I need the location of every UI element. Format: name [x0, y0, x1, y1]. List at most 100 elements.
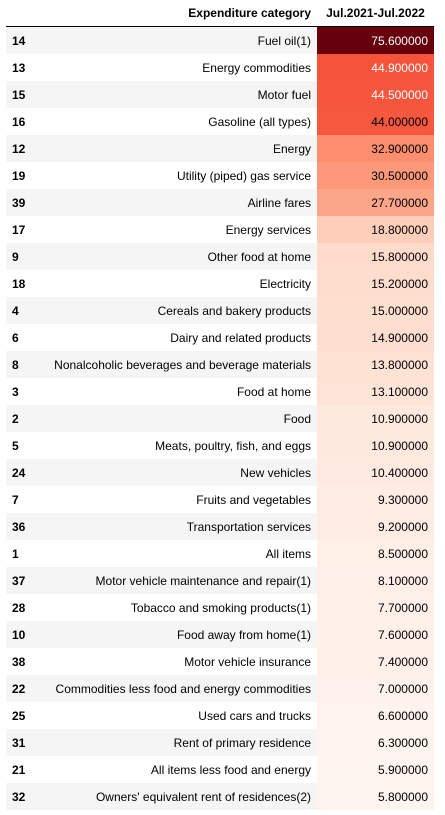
row-index: 9: [6, 243, 38, 270]
row-category: Utility (piped) gas service: [176, 168, 311, 183]
row-category: Commodities less food and energy commodi…: [38, 675, 317, 702]
row-category: Used cars and trucks: [198, 708, 311, 723]
table-header: Expenditure category Jul.2021-Jul.2022: [6, 0, 434, 27]
row-value-cell: 75.600000: [317, 26, 434, 54]
row-value-cell: 15.200000: [317, 270, 434, 297]
row-category: Energy commodities: [202, 60, 311, 75]
row-value-cell: 18.800000: [317, 216, 434, 243]
table-row: 1 All items 8.500000: [6, 540, 434, 567]
row-index: 22: [6, 675, 38, 702]
row-category: Nonalcoholic beverages and beverage mate…: [38, 351, 317, 378]
row-value-cell: 44.900000: [317, 54, 434, 81]
row-category: Owners' equivalent rent of residences(2): [38, 783, 317, 810]
table-row: 7 Fruits and vegetables 9.300000: [6, 486, 434, 513]
row-index: 5: [12, 438, 19, 453]
row-index: 10: [6, 621, 38, 648]
row-value-cell: 44.000000: [317, 108, 434, 135]
row-index: 7: [12, 492, 19, 507]
row-category: Fuel oil(1): [38, 26, 317, 54]
table-row: 25 Used cars and trucks 6.600000: [6, 702, 434, 729]
data-table: Expenditure category Jul.2021-Jul.2022 1…: [6, 0, 434, 810]
row-value-cell: 32.900000: [317, 135, 434, 162]
table-row: 5 Meats, poultry, fish, and eggs 10.900000: [6, 432, 434, 459]
row-category: Energy: [38, 135, 317, 162]
row-value-cell: 30.500000: [317, 162, 434, 189]
row-index: 31: [6, 729, 38, 756]
row-category: Electricity: [259, 276, 311, 291]
row-category: Food at home: [236, 384, 311, 399]
table-row: 32 Owners' equivalent rent of residences(…: [6, 783, 434, 810]
row-category: Rent of primary residence: [38, 729, 317, 756]
header-row: Expenditure category Jul.2021-Jul.2022: [6, 0, 434, 27]
row-value-cell: 15.000000: [317, 297, 434, 324]
row-category: Gasoline (all types): [208, 114, 311, 129]
row-category: Other food at home: [38, 243, 317, 270]
row-category: Transportation services: [38, 513, 317, 540]
row-index: 21: [12, 762, 26, 777]
header-period: Jul.2021-Jul.2022: [317, 0, 434, 27]
row-category: Motor fuel: [38, 81, 317, 108]
row-category: Tobacco and smoking products(1): [130, 600, 311, 615]
row-category: Motor vehicle insurance: [184, 654, 311, 669]
row-index: 8: [6, 351, 38, 378]
row-value-cell: 8.100000: [317, 567, 434, 594]
row-index: 19: [12, 168, 26, 183]
table-row: 6 Dairy and related products 14.900000: [6, 324, 434, 351]
row-value-cell: 7.000000: [317, 675, 434, 702]
row-value-cell: 7.600000: [317, 621, 434, 648]
row-index: 36: [6, 513, 38, 540]
row-category: Energy services: [225, 222, 311, 237]
row-value-cell: 15.800000: [317, 243, 434, 270]
row-index: 13: [12, 60, 26, 75]
row-category: Dairy and related products: [170, 330, 311, 345]
row-index: 3: [12, 384, 19, 399]
row-value-cell: 27.700000: [317, 189, 434, 216]
header-expenditure-category: Expenditure category: [38, 0, 317, 27]
table-row: 9 Other food at home 15.800000: [6, 243, 434, 270]
row-category: Fruits and vegetables: [196, 492, 311, 507]
row-value-cell: 7.400000: [317, 648, 434, 675]
table-row: 14 Fuel oil(1) 75.600000: [6, 26, 434, 54]
table-row: 3 Food at home 13.100000: [6, 378, 434, 405]
table-row: 8 Nonalcoholic beverages and beverage mat…: [6, 351, 434, 378]
header-index: [6, 0, 38, 27]
row-value-cell: 13.100000: [317, 378, 434, 405]
row-index: 12: [6, 135, 38, 162]
row-value-cell: 6.600000: [317, 702, 434, 729]
row-index: 4: [6, 297, 38, 324]
row-category: Motor vehicle maintenance and repair(1): [38, 567, 317, 594]
row-value-cell: 13.800000: [317, 351, 434, 378]
row-index: 1: [12, 546, 19, 561]
row-category: Food away from home(1): [38, 621, 317, 648]
table-row: 2 Food 10.900000: [6, 405, 434, 432]
row-index: 37: [6, 567, 38, 594]
row-category: All items less food and energy: [150, 762, 311, 777]
row-category: Airline fares: [38, 189, 317, 216]
row-category: New vehicles: [38, 459, 317, 486]
row-category: Food: [38, 405, 317, 432]
row-value-cell: 9.200000: [317, 513, 434, 540]
table-row: 24 New vehicles 10.400000: [6, 459, 434, 486]
row-value-cell: 9.300000: [317, 486, 434, 513]
row-index: 39: [6, 189, 38, 216]
table-row: 13 Energy commodities 44.900000: [6, 54, 434, 81]
row-category: Cereals and bakery products: [38, 297, 317, 324]
row-category: All items: [265, 546, 311, 561]
table-row: 22 Commodities less food and energy commo…: [6, 675, 434, 702]
table-row: 17 Energy services 18.800000: [6, 216, 434, 243]
row-index: 32: [6, 783, 38, 810]
row-category: Meats, poultry, fish, and eggs: [155, 438, 311, 453]
row-value-cell: 10.900000: [317, 432, 434, 459]
row-index: 2: [6, 405, 38, 432]
table-row: 15 Motor fuel 44.500000: [6, 81, 434, 108]
table-row: 19 Utility (piped) gas service 30.500000: [6, 162, 434, 189]
row-index: 15: [6, 81, 38, 108]
table-row: 31 Rent of primary residence 6.300000: [6, 729, 434, 756]
row-index: 28: [12, 600, 26, 615]
row-value-cell: 6.300000: [317, 729, 434, 756]
table-body: 14 Fuel oil(1) 75.600000 13 Energy commoditi…: [6, 26, 434, 810]
table-row: 38 Motor vehicle insurance 7.400000: [6, 648, 434, 675]
row-index: 25: [12, 708, 26, 723]
row-index: 17: [12, 222, 26, 237]
